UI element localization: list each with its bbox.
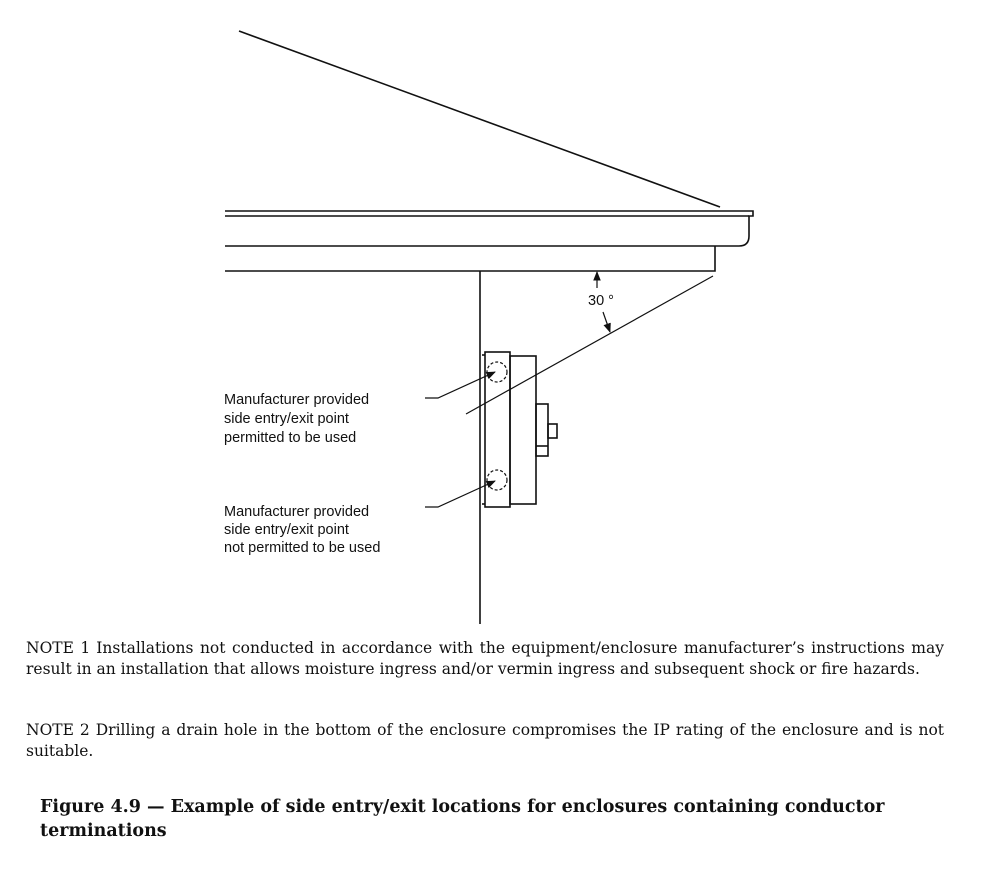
soffit-outline — [225, 246, 716, 272]
note-1: NOTE 1 Installations not conducted in acc… — [26, 638, 944, 680]
angle-label: 30 ° — [588, 293, 614, 309]
roof-slope-line — [238, 30, 721, 208]
enclosure — [482, 351, 558, 508]
label-line: Manufacturer provided — [224, 504, 369, 520]
angle-arrow-lower — [602, 311, 611, 333]
note-tag: NOTE 2 — [26, 721, 90, 739]
label-line: side entry/exit point — [224, 522, 349, 538]
leader-not-permitted — [425, 480, 496, 508]
thirty-degree-line — [465, 275, 714, 415]
label-not-permitted: Manufacturer provided side entry/exit po… — [224, 504, 380, 556]
label-line: side entry/exit point — [224, 411, 349, 427]
eave-enclosure-diagram: 30 ° Manufacturer provided side entry/ex… — [224, 30, 754, 624]
gutter-outline — [225, 210, 754, 247]
note-text: Installations not conducted in accordanc… — [26, 639, 944, 678]
note-tag: NOTE 1 — [26, 639, 91, 657]
note-text: Drilling a drain hole in the bottom of t… — [26, 721, 945, 760]
entry-point-not-permitted — [486, 469, 508, 491]
label-permitted: Manufacturer provided side entry/exit po… — [224, 392, 369, 446]
figure-caption: Figure 4.9 — Example of side entry/exit … — [40, 797, 885, 841]
label-line: permitted to be used — [224, 430, 356, 446]
leader-permitted — [425, 371, 496, 399]
label-line: Manufacturer provided — [224, 392, 369, 408]
note-2: NOTE 2 Drilling a drain hole in the botto… — [26, 720, 944, 762]
entry-point-permitted — [486, 361, 508, 383]
label-line: not permitted to be used — [224, 540, 380, 556]
